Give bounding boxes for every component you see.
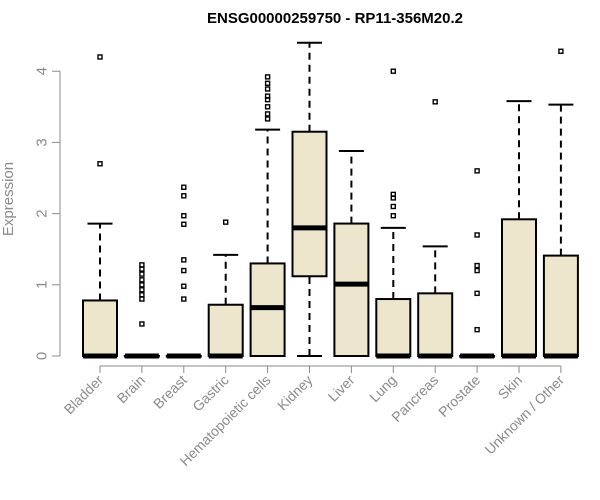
outlier-point [139, 292, 145, 298]
box-liver [333, 149, 370, 357]
outlier-point [264, 104, 271, 110]
iqr-box [207, 303, 244, 357]
iqr-box [542, 254, 579, 357]
outlier-point [390, 213, 396, 219]
outlier-point [264, 86, 271, 92]
outlier-point [97, 161, 103, 167]
outlier-point [474, 168, 480, 174]
outlier-point [474, 232, 480, 238]
outlier-point [139, 287, 145, 293]
y-axis-label: Expression [0, 162, 17, 236]
outlier-point [181, 283, 187, 289]
x-tick-label: Breast [150, 372, 190, 412]
x-tick-label: Pancreas [388, 372, 441, 425]
outlier-point [264, 80, 271, 87]
outlier-point [264, 116, 271, 122]
outlier-point [139, 296, 145, 302]
box-prostate [459, 168, 496, 359]
outlier-point [390, 203, 396, 210]
outlier-point [181, 296, 187, 302]
outlier-point [139, 266, 145, 272]
outlier-point [432, 99, 438, 105]
outlier-point [139, 321, 145, 327]
y-tick-label: 1 [34, 281, 51, 289]
x-tick-label: Skin [495, 372, 526, 403]
box-series [82, 41, 579, 359]
outlier-point [264, 111, 271, 117]
box-brain [123, 262, 160, 359]
box-unknown-other [542, 48, 579, 359]
outlier-point [474, 326, 480, 333]
outlier-point [474, 262, 480, 269]
outlier-point [181, 267, 187, 274]
box-skin [501, 100, 537, 359]
outlier-point [181, 221, 187, 227]
y-tick-label: 2 [34, 209, 51, 217]
x-tick-label: Bladder [61, 372, 107, 418]
outlier-point [139, 282, 145, 288]
outlier-point [474, 290, 480, 297]
box-lung [375, 68, 412, 359]
iqr-box [417, 292, 454, 357]
iqr-box [375, 298, 412, 358]
y-tick-label: 0 [34, 352, 51, 360]
box-kidney [291, 41, 328, 357]
outlier-point [474, 267, 480, 274]
outlier-point [139, 277, 145, 283]
box-hematopoietic-cells [249, 74, 286, 357]
outlier-point [558, 48, 564, 54]
box-gastric [207, 219, 244, 359]
outlier-point [264, 93, 271, 99]
y-tick-label: 3 [34, 138, 51, 146]
outlier-point [264, 74, 271, 80]
outlier-point [181, 184, 187, 190]
outlier-point [181, 257, 187, 263]
iqr-box [333, 222, 370, 357]
chart-title: ENSG00000259750 - RP11-356M20.2 [207, 10, 463, 27]
x-tick-label: Lung [366, 372, 399, 405]
outlier-point [222, 219, 229, 225]
x-tick-label: Unknown / Other [481, 372, 567, 458]
outlier-point [139, 262, 145, 268]
x-tick-label: Brain [114, 372, 148, 406]
y-tick-label: 4 [34, 67, 51, 75]
box-breast [165, 184, 202, 359]
box-bladder [82, 54, 118, 359]
outlier-point [97, 54, 103, 60]
outlier-point [390, 68, 396, 74]
iqr-box [291, 130, 328, 278]
outlier-point [139, 271, 145, 277]
outlier-point [181, 193, 187, 199]
x-tick-label: Kidney [274, 372, 316, 414]
outlier-point [390, 191, 396, 198]
outlier-point [181, 213, 187, 219]
y-axis: 0 1 2 3 4 [34, 67, 61, 360]
x-tick-label: Liver [325, 372, 358, 405]
iqr-box [501, 218, 537, 357]
iqr-box [82, 299, 118, 357]
box-pancreas [417, 99, 454, 359]
x-tick-label: Prostate [435, 372, 483, 420]
